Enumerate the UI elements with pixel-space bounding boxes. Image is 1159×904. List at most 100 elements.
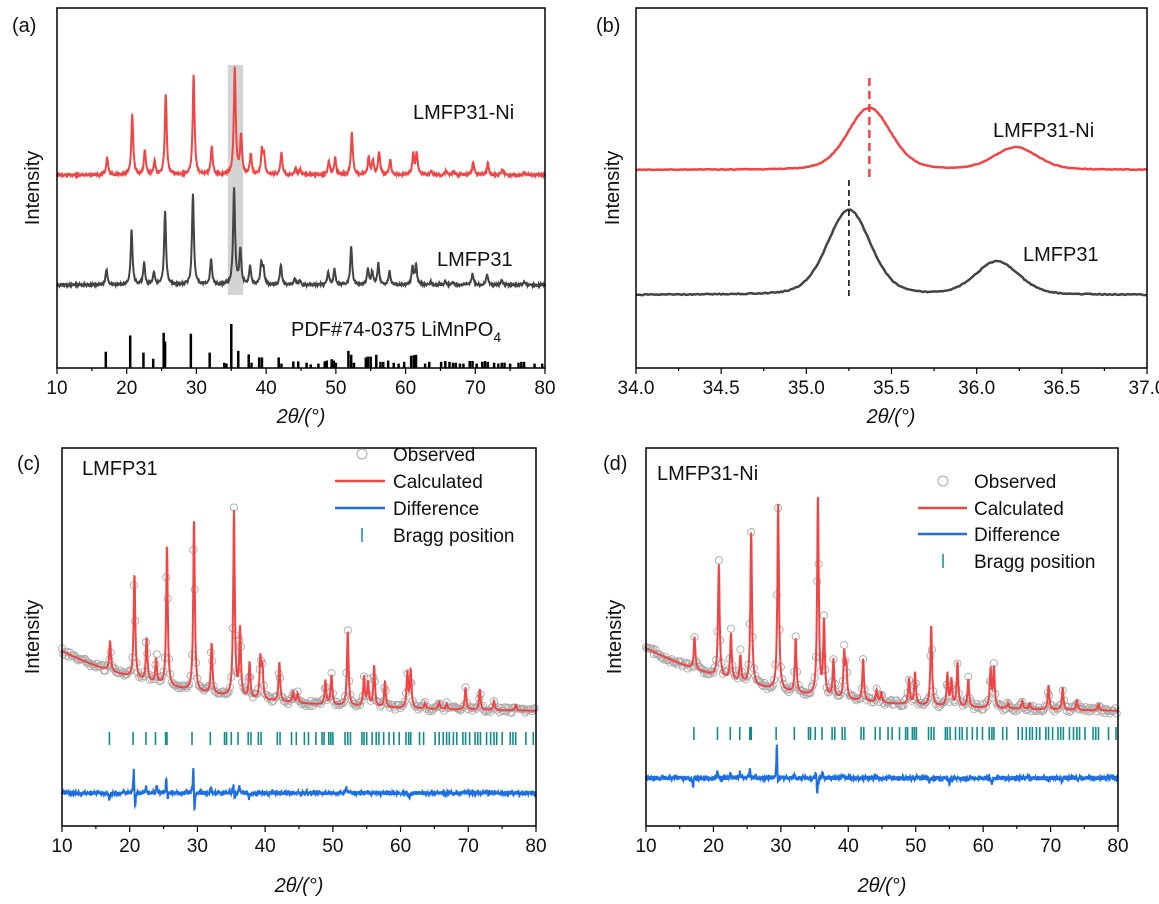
observed-point [376, 702, 385, 711]
x-tick-label: 80 [1107, 836, 1128, 857]
observed-point [530, 704, 539, 713]
x-tick-label: 36.0 [958, 378, 995, 399]
series-line-lmfp31 [56, 187, 546, 290]
panel-a: 10 20 30 40 50 60 70 80 [46, 7, 556, 399]
observed-point [278, 693, 287, 702]
series-label-b-lmfp31-ni: LMFP31-Ni [993, 120, 1094, 142]
observed-point [643, 644, 652, 653]
x-tick-label: 20 [119, 836, 140, 857]
calculated-line [61, 509, 536, 712]
calculated-line [645, 496, 1118, 712]
x-tick-label: 70 [1040, 836, 1061, 857]
observed-point [152, 650, 161, 659]
legend-observed-label: Observed [974, 472, 1056, 493]
x-tick-label: 35.0 [788, 378, 825, 399]
observed-point [155, 677, 164, 686]
series-label-b-lmfp31: LMFP31 [1023, 244, 1099, 266]
observed-point [899, 701, 908, 710]
observed-point [1018, 697, 1027, 706]
observed-point [825, 687, 834, 696]
legend-bragg-label: Bragg position [974, 552, 1095, 573]
observed-point [354, 698, 363, 708]
panel-d: 10 20 30 40 50 60 70 80 [635, 447, 1129, 857]
series-line-lmfp31 [635, 208, 1148, 297]
panel-title-c: LMFP31 [82, 458, 158, 480]
x-tick-label: 50 [325, 378, 346, 399]
x-tick-label: 30 [770, 836, 791, 857]
observed-point [686, 662, 695, 671]
legend-bragg-label: Bragg position [393, 526, 514, 547]
series-label-lmfp31-ni: LMFP31-Ni [413, 102, 514, 124]
reference-label: PDF#74-0375 LiMnPO4 [291, 319, 501, 345]
observed-point [779, 680, 788, 689]
observed-point [183, 681, 192, 691]
x-tick-label: 60 [390, 836, 411, 857]
panel-c: 10 20 30 40 50 60 70 80 [51, 447, 547, 857]
panel-label-d: (d) [603, 453, 627, 475]
x-tick-label: 40 [256, 378, 277, 399]
x-tick-label: 70 [465, 378, 486, 399]
difference-line [61, 767, 537, 812]
observed-point [736, 645, 745, 654]
plot-frame [56, 7, 546, 369]
observed-point [357, 696, 366, 705]
observed-point [993, 701, 1003, 710]
y-axis-label-a: Intensity [22, 151, 44, 225]
x-tick-label: 20 [116, 378, 137, 399]
panel-title-d: LMFP31-Ni [657, 463, 758, 485]
x-tick-label: 34.0 [618, 378, 655, 399]
plot-frame [635, 7, 1148, 369]
x-tick-label: 30 [187, 836, 208, 857]
observed-point [1010, 705, 1019, 714]
x-tick-label: 10 [46, 378, 67, 399]
observed-point [397, 701, 406, 711]
observed-point [840, 640, 849, 650]
observed-point [529, 705, 538, 714]
observed-point [968, 700, 977, 709]
observed-point [939, 697, 949, 707]
series-line-lmfp31-ni [56, 66, 546, 180]
x-tick-label: 36.5 [1043, 378, 1080, 399]
x-tick-label: 60 [395, 378, 416, 399]
panel-label-a: (a) [12, 15, 36, 37]
legend-observed-label: Observed [393, 445, 475, 466]
difference-line [645, 744, 1119, 794]
observed-point [1111, 704, 1120, 713]
legend-d: Observed Calculated Difference Bragg pos… [918, 472, 1095, 573]
x-tick-label: 37.0 [1129, 378, 1159, 399]
y-axis-label-d: Intensity [604, 600, 626, 674]
x-tick-label: 80 [534, 378, 555, 399]
x-tick-label: 70 [458, 836, 479, 857]
x-tick-label: 35.5 [873, 378, 910, 399]
observed-point [1066, 706, 1075, 715]
x-tick-label: 10 [635, 836, 656, 857]
observed-point [526, 705, 535, 714]
observed-point [945, 698, 954, 707]
observed-point [480, 706, 489, 716]
legend-calculated-label: Calculated [974, 499, 1064, 520]
observed-point [802, 690, 811, 699]
observed-point [867, 698, 876, 707]
legend-c: Observed Calculated Difference Bragg pos… [335, 445, 514, 547]
observed-point [391, 705, 400, 714]
panel-b: 34.0 34.5 35.0 35.5 36.0 36.5 37.0 [618, 7, 1159, 399]
x-tick-label: 30 [186, 378, 207, 399]
observed-point [317, 696, 327, 705]
observed-point [339, 697, 348, 706]
observed-point [979, 705, 988, 714]
observed-point [267, 697, 276, 706]
x-tick-label: 40 [838, 836, 859, 857]
panel-label-c: (c) [17, 453, 40, 475]
legend-difference-label: Difference [393, 499, 479, 520]
observed-point [726, 624, 736, 633]
legend-difference-label: Difference [974, 525, 1060, 546]
series-line-lmfp31-ni [635, 106, 1148, 172]
legend-observed-marker [356, 448, 368, 460]
y-axis-label-c: Intensity [22, 600, 44, 674]
x-tick-label: 50 [322, 836, 343, 857]
observed-point [353, 701, 362, 710]
y-axis-label-b: Intensity [602, 151, 624, 225]
reference-label-main: PDF#74-0375 LiMnPO [291, 319, 493, 341]
observed-point [156, 676, 165, 685]
